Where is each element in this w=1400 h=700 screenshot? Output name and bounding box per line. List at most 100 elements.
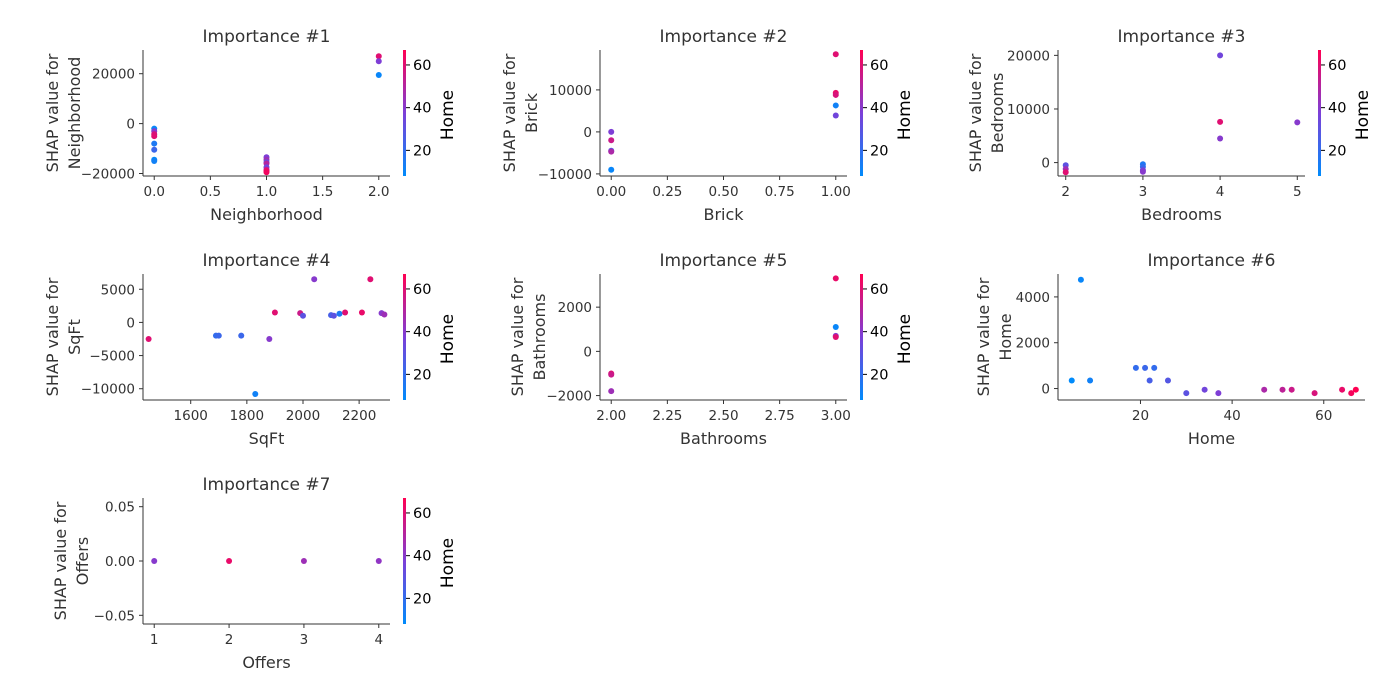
data-point: [1217, 135, 1224, 142]
plot-title: Importance #7: [203, 475, 331, 495]
data-point: [608, 128, 615, 135]
colorbar: 20 40 60 Home: [1318, 50, 1373, 176]
x-tick-label: 1.5: [312, 184, 333, 200]
x-axis-label: Bedrooms: [1141, 205, 1222, 224]
data-point: [1087, 377, 1094, 384]
colorbar: 20 40 60 Home: [860, 274, 915, 400]
data-point: [832, 334, 839, 340]
data-point: [1146, 377, 1153, 384]
y-tick-label: −10000: [538, 167, 592, 183]
y-axis-label: Bedrooms: [988, 73, 1007, 154]
data-point: [608, 137, 615, 144]
data-point: [266, 335, 273, 342]
y-tick-label: 2000: [1016, 336, 1050, 352]
x-axis-label: Brick: [703, 205, 744, 224]
x-axis-label: Neighborhood: [210, 205, 323, 224]
data-point: [375, 53, 382, 60]
colorbar-tick-label: 40: [413, 325, 431, 341]
y-tick-label: 0: [126, 117, 135, 133]
data-point: [608, 148, 615, 155]
y-axis-label: SHAP value for: [966, 53, 985, 172]
x-axis-label: Offers: [242, 653, 290, 672]
x-tick-label: 2.00: [596, 408, 626, 424]
y-axis-label: Offers: [73, 537, 92, 585]
y-tick-label: 10000: [1007, 102, 1050, 118]
data-point: [311, 276, 318, 283]
data-point: [1132, 364, 1139, 371]
colorbar-gradient: [403, 274, 406, 400]
y-axis-label: SHAP value for: [508, 277, 527, 396]
data-point: [832, 102, 839, 109]
data-point: [832, 112, 839, 119]
plot-title: Importance #4: [203, 251, 331, 271]
dependence-plot-7: Importance #71 2 3 4−0.050.000.05OffersSHAP…: [51, 475, 458, 672]
x-tick-label: 2.0: [368, 184, 389, 200]
data-point: [832, 91, 839, 98]
y-axis-label: SHAP value for: [43, 53, 62, 172]
colorbar: 20 40 60 Home: [403, 498, 458, 624]
data-point: [1062, 169, 1069, 176]
dependence-plot-4: Importance #4 1600 1800 2000 2200 −10000 −5000…: [43, 251, 458, 448]
colorbar: 20 40 60 Home: [403, 50, 458, 176]
dependence-plot-1: Importance #1 0.0 0.5 1.0 1.5 2.0 −20000 0 20000…: [43, 27, 458, 224]
x-tick-label: 1800: [230, 408, 264, 424]
data-point: [145, 335, 152, 342]
y-tick-label: −2000: [546, 389, 592, 405]
x-axis-label: Bathrooms: [680, 429, 767, 448]
y-tick-label: 20000: [1007, 48, 1050, 64]
data-point: [832, 324, 839, 331]
x-tick-label: 1600: [174, 408, 208, 424]
y-axis-label: SHAP value for: [500, 53, 519, 172]
y-tick-label: 0.05: [105, 500, 135, 516]
y-tick-label: −5000: [89, 349, 135, 365]
data-point: [608, 166, 615, 173]
colorbar-tick-label: 20: [1328, 143, 1346, 159]
data-point: [832, 51, 839, 58]
x-tick-label: 5: [1293, 184, 1302, 200]
y-axis-label: Home: [996, 313, 1015, 360]
data-point: [375, 558, 382, 564]
y-axis-label: SHAP value for: [974, 277, 993, 396]
data-point: [1288, 386, 1295, 393]
data-point: [1077, 276, 1084, 283]
data-point: [1217, 52, 1224, 59]
colorbar-tick-label: 20: [413, 591, 431, 607]
dependence-plot-3: Importance #32 3 4 501000020000BedroomsSHAP…: [966, 27, 1373, 224]
data-point: [252, 391, 259, 398]
x-tick-label: 4: [374, 632, 383, 648]
x-tick-label: 0.50: [708, 184, 738, 200]
colorbar-gradient: [1318, 50, 1321, 176]
y-tick-label: −20000: [81, 167, 135, 183]
data-point: [608, 371, 615, 378]
y-tick-label: 0: [1041, 382, 1050, 398]
plot-title: Importance #1: [203, 27, 331, 47]
y-axis-label: SHAP value for: [51, 501, 70, 620]
y-axis-label: Brick: [522, 92, 541, 133]
colorbar-tick-label: 60: [413, 506, 431, 522]
data-point: [375, 58, 382, 65]
data-point: [1201, 386, 1208, 393]
data-point: [263, 169, 270, 176]
x-tick-label: 0.75: [765, 184, 795, 200]
y-tick-label: 20000: [92, 67, 135, 83]
colorbar-gradient: [403, 498, 406, 624]
x-tick-label: 3: [300, 632, 309, 648]
colorbar-tick-label: 40: [413, 549, 431, 565]
x-tick-label: 2.75: [765, 408, 795, 424]
data-point: [299, 312, 306, 319]
x-tick-label: 1.00: [821, 184, 851, 200]
x-tick-label: 20: [1132, 408, 1149, 424]
data-point: [1217, 118, 1224, 125]
data-point: [330, 312, 337, 319]
plot-title: Importance #6: [1148, 251, 1276, 271]
data-point: [1151, 364, 1158, 371]
data-point: [336, 310, 343, 317]
data-point: [608, 388, 615, 395]
x-tick-label: 2: [225, 632, 234, 648]
colorbar-gradient: [403, 50, 406, 176]
y-tick-label: 0.00: [105, 554, 135, 570]
data-point: [1261, 386, 1268, 393]
x-tick-label: 0.00: [596, 184, 626, 200]
dependence-plot-2: Importance #2 0.00 0.25 0.50 0.75 1.00 −10000 0…: [500, 27, 915, 224]
